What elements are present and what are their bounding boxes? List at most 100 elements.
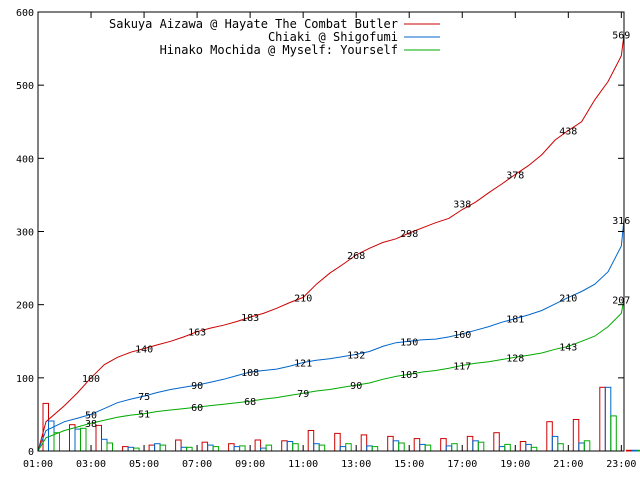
data-label-2: 90 <box>350 381 362 392</box>
bar-2-6 <box>186 446 193 452</box>
data-label-1: 108 <box>241 368 259 379</box>
data-label-1: 132 <box>347 350 365 361</box>
cumulative-lines <box>37 34 625 452</box>
bar-1-23 <box>631 449 638 452</box>
bar-1-20 <box>551 435 559 452</box>
data-label-2: 128 <box>506 353 524 364</box>
bar-1-6 <box>180 446 188 452</box>
data-label-1: 150 <box>400 337 418 348</box>
bar-2-23 <box>636 449 640 452</box>
bar-1-15 <box>419 443 426 452</box>
plot-frame <box>37 11 625 452</box>
bar-2-3 <box>106 442 113 452</box>
legend-label-0: Sakuya Aizawa @ Hayate The Combat Butler <box>109 17 398 31</box>
bar-2-18 <box>504 443 511 452</box>
y-tick-label: 200 <box>16 301 34 312</box>
x-tick-label: 11:00 <box>288 459 318 470</box>
bar-0-7 <box>201 441 209 452</box>
bar-2-20 <box>557 443 564 452</box>
bar-2-16 <box>451 443 458 452</box>
x-axis: 01:00 03:00 05:00 07:00 09:00 11:00 13:00 15:00… <box>23 12 636 470</box>
series-line-0 <box>37 34 625 452</box>
x-tick-label: 19:00 <box>500 459 530 470</box>
y-tick-label: 500 <box>16 81 34 92</box>
bar-0-20 <box>546 421 553 452</box>
bar-0-16 <box>440 438 447 452</box>
x-tick-label: 23:00 <box>606 459 636 470</box>
data-label-2: 207 <box>612 296 630 307</box>
bar-0-11 <box>307 430 315 452</box>
bar-1-16 <box>445 445 453 452</box>
data-label-1: 210 <box>559 293 577 304</box>
bar-2-21 <box>583 440 591 452</box>
data-label-2: 68 <box>244 397 256 408</box>
bar-1-10 <box>286 441 294 452</box>
bar-1-14 <box>392 440 400 452</box>
bar-2-11 <box>318 444 326 452</box>
y-tick-label: 100 <box>16 374 34 385</box>
bar-0-13 <box>360 434 368 452</box>
bar-2-19 <box>530 446 538 452</box>
bar-2-8 <box>239 445 246 452</box>
data-label-1: 181 <box>506 315 524 326</box>
bar-0-23 <box>625 449 633 452</box>
bar-2-15 <box>424 444 432 452</box>
bar-2-13 <box>371 446 379 452</box>
bar-0-17 <box>466 435 474 452</box>
data-label-1: 75 <box>138 392 150 403</box>
hourly-bars <box>42 386 640 452</box>
bar-1-11 <box>313 443 320 452</box>
data-label-0: 438 <box>559 127 577 138</box>
data-label-1: 121 <box>294 359 312 370</box>
bar-1-17 <box>472 440 479 452</box>
y-tick-label: 400 <box>16 154 34 165</box>
data-label-0: 140 <box>135 345 153 356</box>
bar-1-7 <box>207 444 214 452</box>
legend: Sakuya Aizawa @ Hayate The Combat Butler… <box>109 17 440 57</box>
x-tick-label: 07:00 <box>182 459 212 470</box>
x-tick-label: 01:00 <box>23 459 53 470</box>
y-axis: 0 100 200 300 400 500 600 <box>16 8 624 458</box>
x-tick-label: 03:00 <box>76 459 106 470</box>
bar-0-5 <box>148 444 156 452</box>
bar-0-1 <box>42 402 49 452</box>
legend-label-2: Hinako Mochida @ Myself: Yourself <box>160 43 398 57</box>
legend-label-1: Chiaki @ Shigofumi <box>268 30 398 44</box>
data-label-2: 60 <box>191 403 203 414</box>
data-label-0: 163 <box>188 328 206 339</box>
x-tick-label: 05:00 <box>129 459 159 470</box>
bar-2-2 <box>80 427 87 452</box>
bar-0-22 <box>599 386 606 452</box>
bar-2-1 <box>53 432 60 452</box>
bar-1-18 <box>498 446 506 452</box>
bar-1-3 <box>101 438 108 452</box>
bar-1-21 <box>578 442 585 452</box>
x-tick-label: 15:00 <box>394 459 424 470</box>
bar-1-5 <box>154 443 161 452</box>
bar-1-22 <box>604 386 612 452</box>
bar-0-6 <box>175 439 182 452</box>
bar-2-14 <box>398 442 405 452</box>
bar-1-2 <box>74 428 81 452</box>
data-label-0: 210 <box>294 293 312 304</box>
data-label-0: 378 <box>506 170 524 181</box>
data-label-1: 50 <box>85 410 97 421</box>
bar-1-19 <box>525 443 532 452</box>
bar-2-5 <box>159 444 167 452</box>
bar-0-10 <box>281 440 288 452</box>
data-label-2: 79 <box>297 389 309 400</box>
bar-0-9 <box>254 439 262 452</box>
data-label-0: 268 <box>347 251 365 262</box>
x-tick-label: 13:00 <box>341 459 371 470</box>
bar-0-19 <box>519 441 527 452</box>
data-label-1: 316 <box>612 216 630 227</box>
bar-0-14 <box>387 435 394 452</box>
data-label-1: 90 <box>191 381 203 392</box>
data-label-2: 105 <box>400 370 418 381</box>
data-label-2: 143 <box>559 342 577 353</box>
series-line-2 <box>37 299 625 452</box>
bar-0-15 <box>413 438 421 452</box>
data-label-0: 100 <box>82 374 100 385</box>
bar-1-4 <box>127 446 135 452</box>
